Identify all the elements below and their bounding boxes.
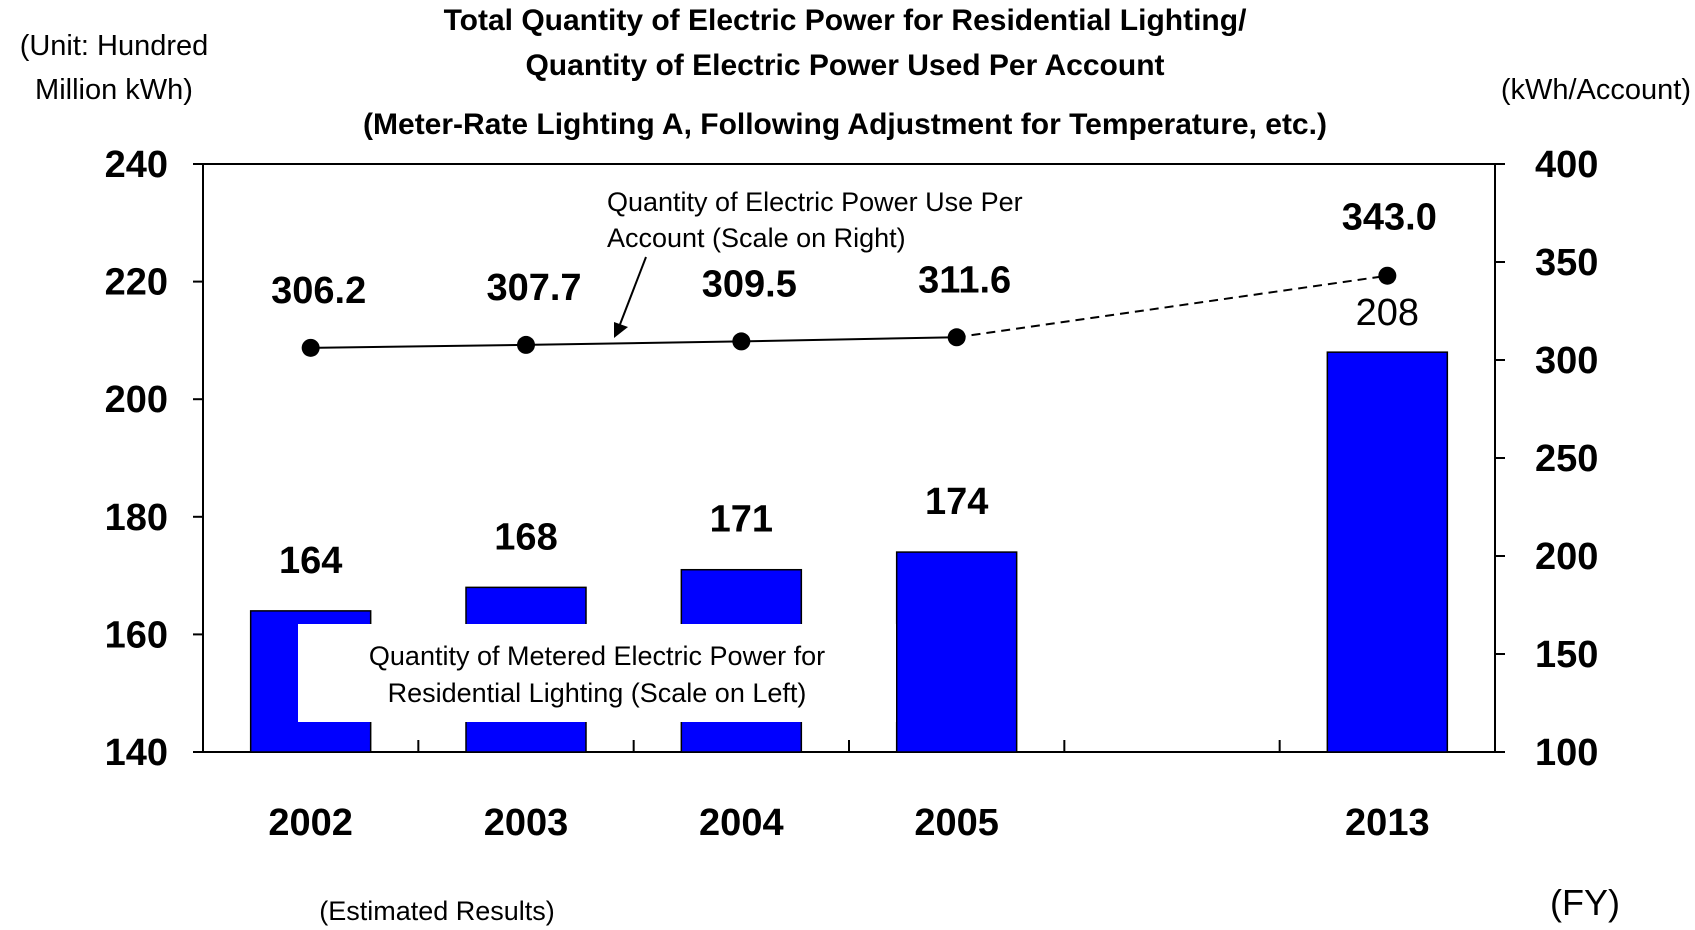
x-axis-category-label: 2003 [484, 802, 569, 844]
left-axis-tick-label: 200 [105, 379, 168, 421]
axes: 140 160 180 200 220 240 100 150 200 250 300 350 400 2… [105, 144, 1599, 844]
chart-title-line-2: Quantity of Electric Power Used Per Acco… [525, 49, 1164, 82]
line-point-marker [517, 335, 535, 354]
chart-title-line-3: (Meter-Rate Lighting A, Following Adjust… [363, 108, 1327, 141]
line-annotation-arrow [618, 256, 647, 328]
right-axis-tick-label: 150 [1535, 634, 1598, 676]
line-value-label: 343.0 [1342, 197, 1437, 239]
bar-value-label: 208 [1356, 292, 1419, 334]
right-axis-tick-label: 250 [1535, 438, 1598, 480]
x-axis-category-label: 2005 [914, 802, 999, 844]
right-axis-tick-label: 100 [1535, 732, 1598, 774]
bar-value-label: 174 [925, 481, 988, 523]
line-point-marker [301, 338, 320, 357]
left-axis-unit-line-1: (Unit: Hundred [20, 30, 209, 62]
x-axis-category-label: 2004 [699, 802, 784, 844]
line-segment-dashed [956, 274, 1388, 339]
bar-annotation-line-1: Quantity of Metered Electric Power for [369, 641, 825, 671]
left-axis-tick-label: 220 [105, 262, 168, 304]
bar-value-label: 164 [279, 540, 342, 582]
right-axis-tick-label: 200 [1535, 536, 1598, 578]
line-value-label: 306.2 [271, 270, 366, 312]
line-point-marker [947, 328, 966, 347]
line-annotation-arrowhead [614, 322, 628, 338]
line-annotation-line-1: Quantity of Electric Power Use Per [607, 187, 1023, 217]
line-value-label: 309.5 [702, 263, 797, 305]
chart-title-line-1: Total Quantity of Electric Power for Res… [444, 4, 1248, 37]
right-axis-tick-label: 300 [1535, 340, 1598, 382]
line-point-marker [732, 332, 751, 351]
bar [1326, 351, 1449, 753]
x-axis-category-label: 2013 [1345, 802, 1430, 844]
left-axis-tick-label: 240 [105, 144, 168, 186]
line-segment [525, 340, 742, 346]
bar-annotation-line-2: Residential Lighting (Scale on Left) [388, 678, 807, 708]
bar [895, 551, 1018, 753]
x-axis-category-label: 2002 [268, 802, 353, 844]
left-axis-tick-label: 160 [105, 614, 168, 656]
right-axis-unit: (kWh/Account) [1501, 74, 1691, 106]
line-series: 306.2 307.7 309.5 311.6 343.0 [271, 197, 1437, 357]
right-axis-tick-label: 400 [1535, 144, 1598, 186]
left-axis-tick-label: 180 [105, 497, 168, 539]
line-annotation-line-2: Account (Scale on Right) [607, 223, 906, 253]
line-value-label: 307.7 [486, 267, 581, 309]
x-axis-unit: (FY) [1550, 882, 1620, 923]
line-segment [310, 343, 527, 349]
left-axis-unit-line-2: Million kWh) [35, 74, 193, 106]
bar-value-label: 171 [710, 499, 773, 541]
line-segment [741, 336, 957, 343]
left-axis-tick-label: 140 [105, 732, 168, 774]
bar-value-label: 168 [494, 516, 557, 558]
line-point-marker [1378, 266, 1397, 285]
right-axis-tick-label: 350 [1535, 242, 1598, 284]
estimated-results-note: (Estimated Results) [319, 896, 555, 926]
line-value-label: 311.6 [918, 259, 1011, 301]
bar-annotation-box [298, 624, 896, 722]
